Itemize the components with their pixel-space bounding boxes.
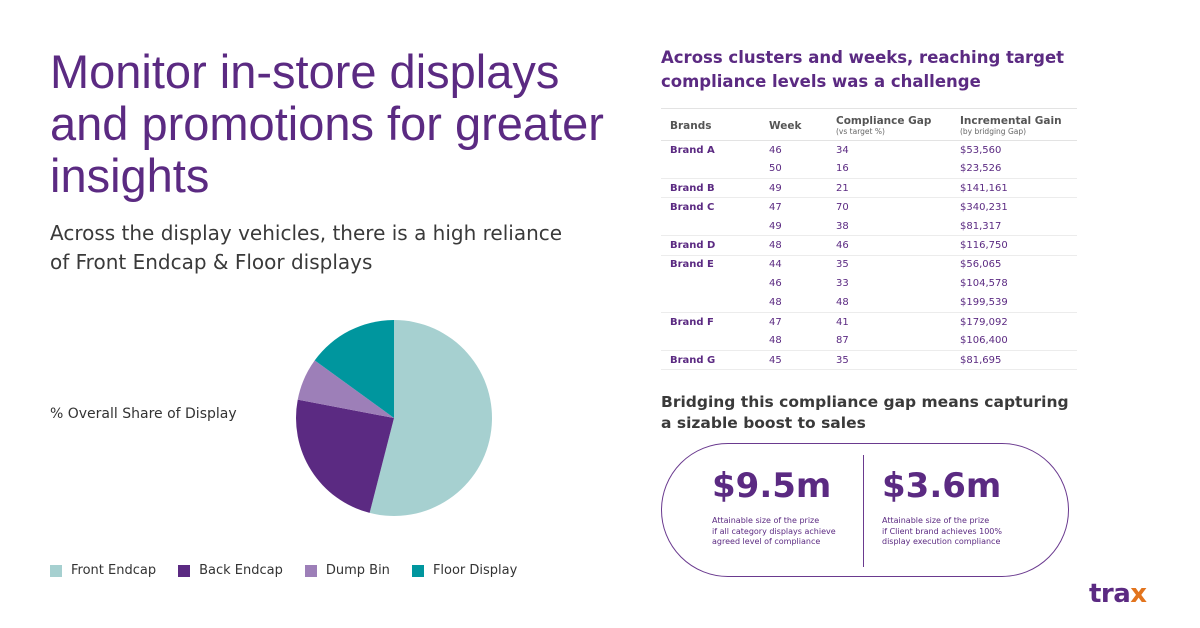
header-compliance-gap: Compliance Gap (vs target %) [827,108,951,141]
pie-chart-title: % Overall Share of Display [50,406,237,422]
pie-slice-dump-bin [297,360,394,418]
brand-cell [661,293,760,312]
table-row: 48 48 $199,539 [661,293,1077,312]
legend-item: Dump Bin [304,563,390,578]
table-row: 46 33 $104,578 [661,274,1077,293]
legend-swatch [178,564,191,577]
trax-logo: trax [1089,579,1147,609]
prize-divider [863,455,864,567]
week-cell: 44 [760,254,827,275]
pie-slice-front-endcap [369,320,492,516]
table-header-row: Brands Week Compliance Gap (vs target %) … [661,108,1077,141]
legend-item: Front Endcap [50,563,156,578]
brand-cell [661,274,760,293]
gain-cell: $81,317 [960,220,1002,232]
gap-cell: 87 [836,335,849,347]
prize-note-client-brand: Attainable size of the prize if Client b… [882,516,1002,546]
brand-cell [661,217,760,236]
gain-cell: $106,400 [960,335,1008,347]
prize-value-all-categories: $9.5m [712,466,832,506]
gain-cell: $53,560 [951,139,1077,160]
pie-legend: Front Endcap Back Endcap Dump Bin Floor Dis… [50,563,539,578]
gap-cell: 35 [827,254,951,275]
week-cell: 48 [769,335,782,347]
brand-cell: Brand A [661,139,760,160]
legend-label: Back Endcap [199,563,283,578]
header-week: Week [760,108,827,141]
gap-cell: 16 [836,163,849,175]
week-cell: 46 [769,278,782,290]
week-cell: 48 [760,235,827,256]
gain-cell: $340,231 [951,197,1077,217]
prize-note-all-categories: Attainable size of the prize if all cate… [712,516,836,546]
pie-slice-floor-display [314,320,394,418]
gap-cell: 46 [827,235,951,256]
brand-cell [661,160,760,179]
prize-value-client-brand: $3.6m [882,466,1002,506]
brand-cell [661,331,760,350]
gain-cell: $23,526 [960,163,1002,175]
gap-cell: 70 [827,197,951,217]
week-cell: 49 [769,220,782,232]
legend-item: Floor Display [411,563,518,578]
table-row: 50 16 $23,526 [661,160,1077,179]
table-row: Brand D 48 46 $116,750 [661,235,1077,256]
gap-cell: 38 [836,220,849,232]
gain-cell: $81,695 [951,350,1077,371]
table-row: 48 87 $106,400 [661,331,1077,350]
week-cell: 49 [760,178,827,198]
header-incremental-gain: Incremental Gain (by bridging Gap) [951,108,1077,141]
gap-cell: 48 [836,297,849,309]
gain-cell: $56,065 [951,254,1077,275]
bridge-heading: Bridging this compliance gap means captu… [661,393,1069,432]
week-cell: 45 [760,350,827,371]
prize-callout-box [661,443,1069,577]
table-title: Across clusters and weeks, reaching targ… [661,48,1065,91]
gain-cell: $104,578 [960,278,1008,290]
compliance-table: Brands Week Compliance Gap (vs target %) … [661,108,1077,371]
page-headline: Monitor in-store displays and promotions… [50,45,604,202]
table-row: Brand B 49 21 $141,161 [661,178,1077,198]
week-cell: 47 [760,197,827,217]
legend-label: Floor Display [432,563,518,578]
gap-cell: 34 [827,139,951,160]
header-brands: Brands [661,108,760,141]
brand-cell: Brand D [661,235,760,256]
week-cell: 48 [769,297,782,309]
legend-swatch [50,564,62,577]
legend-item: Back Endcap [178,563,283,578]
table-row: Brand C 47 70 $340,231 [661,197,1077,217]
gap-cell: 21 [827,178,951,198]
table-row: Brand G 45 35 $81,695 [661,350,1077,371]
brand-cell: Brand E [661,254,760,275]
week-cell: 50 [769,163,782,175]
brand-cell: Brand C [661,197,760,217]
share-of-display-pie-chart [296,320,492,516]
brand-cell: Brand G [661,350,760,371]
pie-slice-back-endcap [296,399,394,513]
table-row: Brand A 46 34 $53,560 [661,139,1077,160]
week-cell: 47 [760,311,827,332]
table-row: Brand E 44 35 $56,065 [661,254,1077,275]
legend-label: Front Endcap [71,563,157,578]
table-row: 49 38 $81,317 [661,217,1077,236]
table-row: Brand F 47 41 $179,092 [661,311,1077,332]
gain-cell: $116,750 [951,235,1077,256]
pie-subheading: Across the display vehicles, there is a … [50,221,563,274]
gain-cell: $199,539 [960,297,1008,309]
brand-cell: Brand B [661,178,760,198]
week-cell: 46 [760,139,827,160]
gap-cell: 41 [827,311,951,332]
brand-cell: Brand F [661,311,760,332]
legend-label: Dump Bin [325,563,390,578]
gain-cell: $179,092 [951,311,1077,332]
gap-cell: 33 [836,278,849,290]
gain-cell: $141,161 [951,178,1077,198]
legend-swatch [304,564,317,577]
gap-cell: 35 [827,350,951,371]
legend-swatch [411,564,424,577]
